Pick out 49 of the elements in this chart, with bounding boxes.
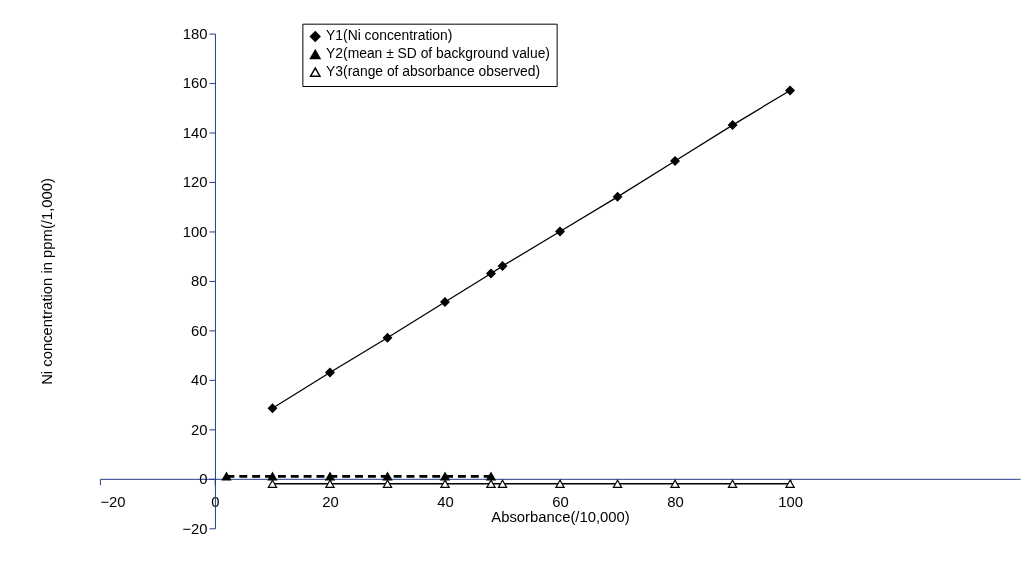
y-tick-label: 140 — [182, 124, 208, 141]
point — [670, 479, 680, 488]
point — [612, 479, 623, 488]
point — [221, 472, 232, 481]
y-tick-label: −20 — [182, 520, 208, 537]
point — [440, 472, 450, 481]
point — [325, 479, 335, 488]
point — [785, 479, 795, 488]
legend-label: Y2(mean ± SD of background value) — [326, 45, 550, 62]
point — [382, 333, 393, 343]
point — [727, 479, 738, 488]
point — [785, 85, 795, 96]
x-tick-label: 20 — [322, 494, 339, 511]
x-tick-label: −20 — [100, 494, 126, 511]
y-tick-label: 40 — [191, 372, 208, 389]
y-axis-title: Ni concentration in ppm(/1,000) — [39, 177, 56, 385]
y-tick-label: 180 — [182, 26, 208, 43]
x-tick-label: 100 — [778, 494, 803, 511]
point — [382, 472, 393, 481]
y-tick-label: 120 — [182, 174, 208, 191]
point — [440, 479, 450, 488]
legend-label: Y3(range of absorbance observed) — [326, 63, 541, 80]
point — [325, 367, 335, 378]
y-tick-label: 20 — [191, 421, 208, 438]
point — [670, 156, 680, 166]
point — [325, 472, 335, 481]
x-axis-title: Absorbance(/10,000) — [491, 508, 630, 525]
point — [486, 472, 496, 481]
point — [486, 479, 496, 488]
point — [555, 226, 565, 237]
point — [382, 479, 393, 488]
point — [497, 261, 508, 271]
x-tick-label: 40 — [437, 494, 454, 511]
y-tick-label: 80 — [191, 273, 208, 290]
point — [555, 479, 565, 488]
point — [267, 479, 278, 488]
legend-label: Y1(Ni concentration) — [326, 27, 453, 44]
point — [497, 479, 508, 488]
y-tick-label: 100 — [182, 223, 208, 240]
point — [440, 297, 450, 307]
point — [612, 192, 623, 202]
point — [267, 472, 278, 481]
point — [486, 268, 496, 279]
x-tick-label: 60 — [552, 494, 569, 511]
point — [727, 120, 738, 130]
y-tick-label: 60 — [191, 322, 208, 339]
y-tick-label: 160 — [182, 75, 208, 92]
point — [267, 403, 278, 414]
x-tick-label: 80 — [667, 494, 684, 511]
